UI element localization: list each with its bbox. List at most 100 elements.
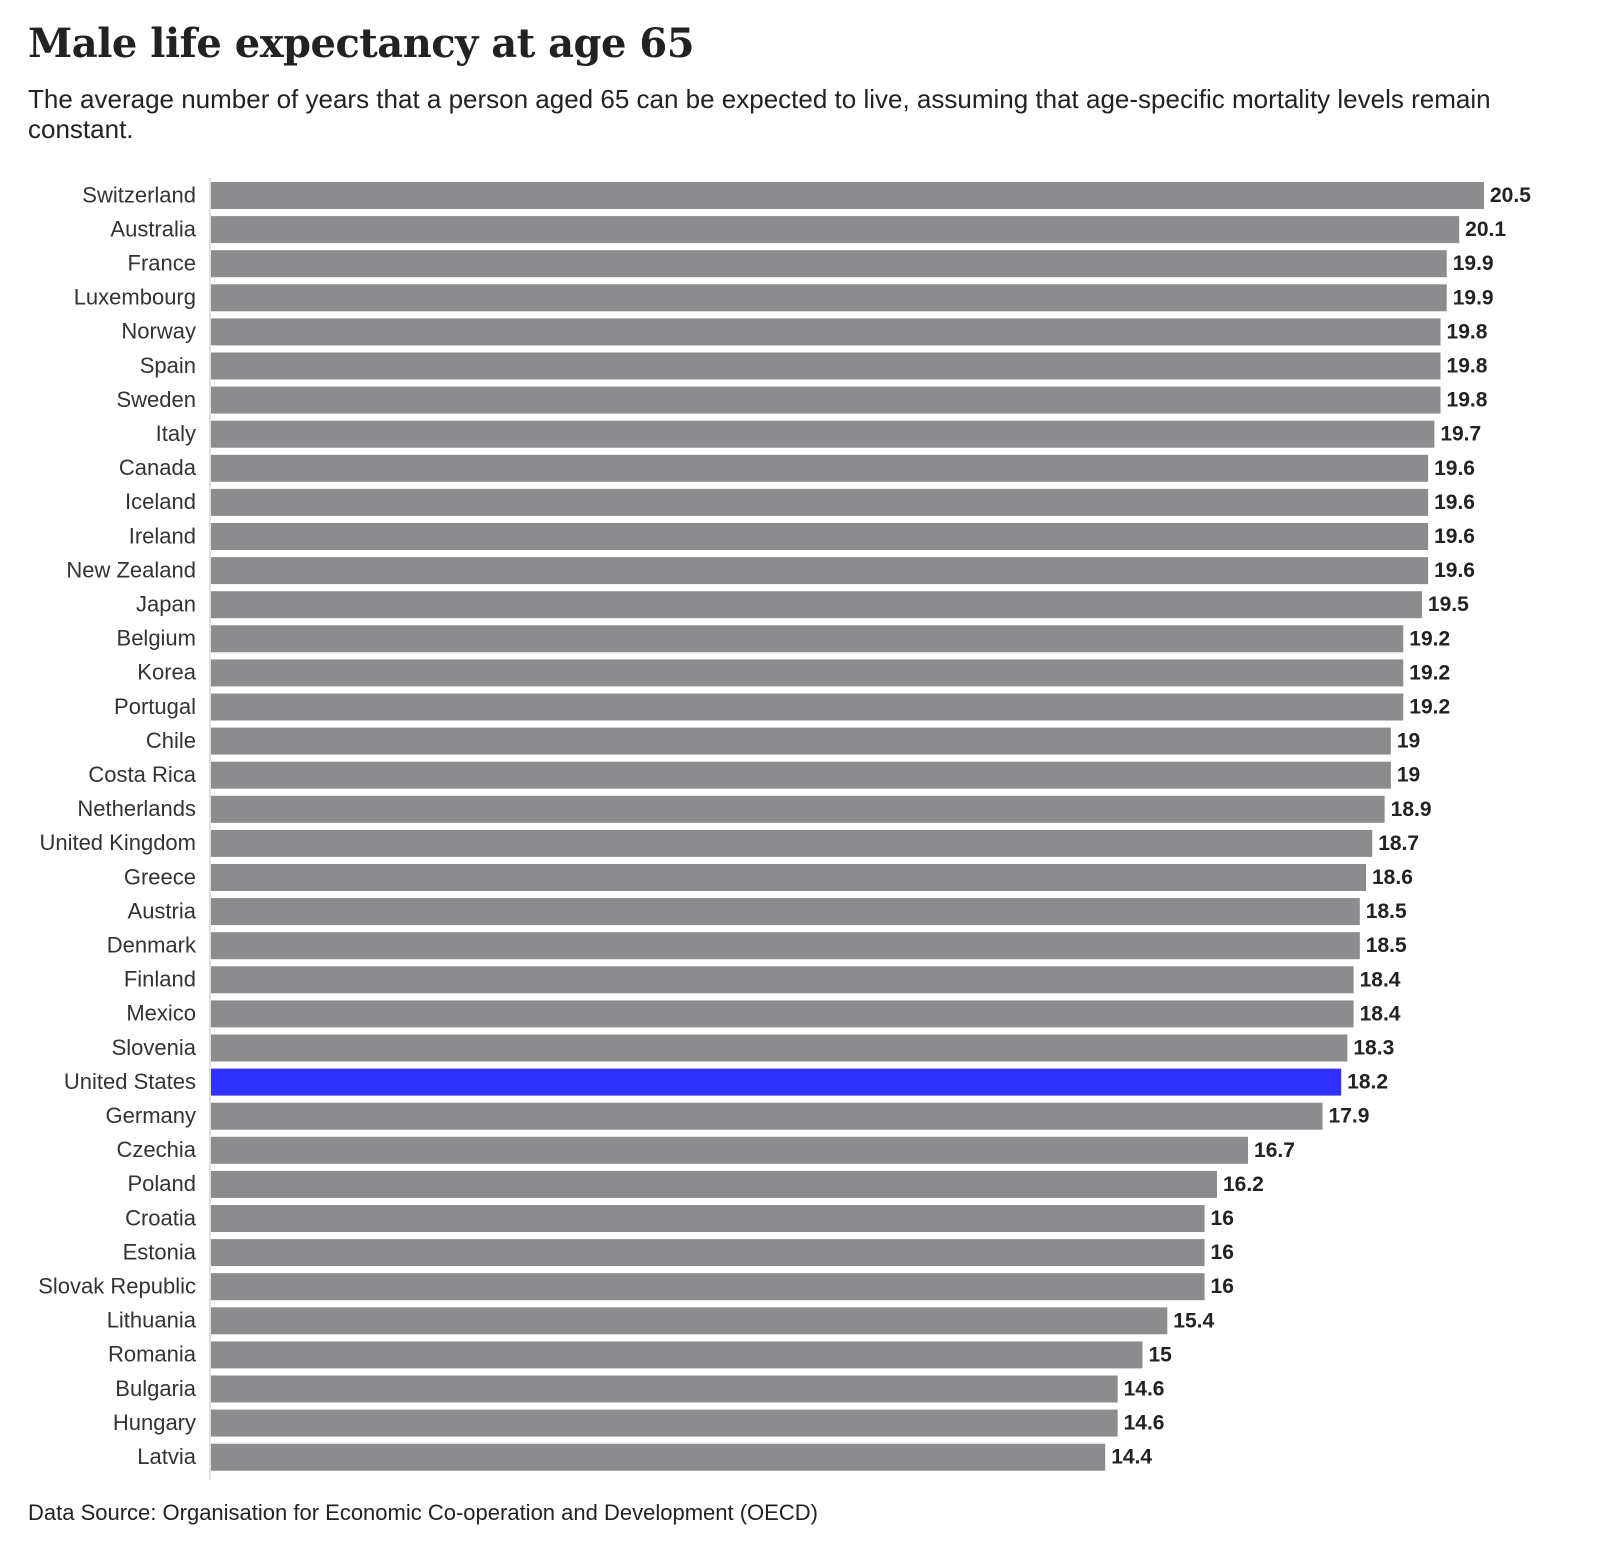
- value-label-mexico: 18.4: [1360, 1002, 1401, 1025]
- bar-latvia: [211, 1443, 1106, 1471]
- bar-united-states: [211, 1068, 1342, 1096]
- value-label-costa-rica: 19: [1397, 764, 1420, 787]
- value-label-iceland: 19.6: [1434, 491, 1475, 514]
- bar-korea: [211, 659, 1404, 687]
- bar-luxembourg: [211, 284, 1447, 312]
- category-label-france: France: [128, 251, 196, 276]
- bar-portugal: [211, 693, 1404, 721]
- category-label-united-kingdom: United Kingdom: [39, 830, 196, 855]
- value-label-united-states: 18.2: [1347, 1071, 1388, 1094]
- category-label-poland: Poland: [127, 1171, 196, 1196]
- category-label-iceland: Iceland: [125, 489, 196, 514]
- value-label-poland: 16.2: [1223, 1173, 1264, 1196]
- value-label-lithuania: 15.4: [1173, 1309, 1214, 1332]
- bar-slovak-republic: [211, 1273, 1205, 1301]
- category-label-portugal: Portugal: [114, 694, 196, 719]
- bar-norway: [211, 318, 1441, 346]
- bar-austria: [211, 898, 1360, 926]
- category-label-canada: Canada: [119, 455, 197, 480]
- value-label-spain: 19.8: [1447, 355, 1488, 378]
- category-label-belgium: Belgium: [117, 626, 196, 651]
- bar-poland: [211, 1170, 1217, 1198]
- bar-croatia: [211, 1205, 1205, 1232]
- category-label-bulgaria: Bulgaria: [115, 1376, 196, 1401]
- value-label-portugal: 19.2: [1409, 696, 1450, 719]
- bar-new-zealand: [211, 557, 1429, 585]
- value-label-italy: 19.7: [1440, 423, 1481, 446]
- bar-lithuania: [211, 1307, 1168, 1335]
- value-label-romania: 15: [1148, 1343, 1172, 1366]
- bar-sweden: [211, 386, 1441, 414]
- category-label-korea: Korea: [137, 660, 196, 685]
- category-label-australia: Australia: [110, 216, 196, 241]
- bar-mexico: [211, 1000, 1354, 1028]
- bar-netherlands: [211, 795, 1385, 823]
- category-label-romania: Romania: [108, 1342, 197, 1367]
- bar-switzerland: [211, 182, 1484, 209]
- category-label-sweden: Sweden: [116, 387, 196, 412]
- category-label-lithuania: Lithuania: [107, 1308, 197, 1333]
- category-label-hungary: Hungary: [113, 1410, 196, 1435]
- bar-spain: [211, 352, 1441, 380]
- value-label-latvia: 14.4: [1111, 1446, 1152, 1469]
- value-label-france: 19.9: [1453, 252, 1494, 275]
- value-label-sweden: 19.8: [1447, 389, 1488, 412]
- bar-japan: [211, 591, 1422, 619]
- bar-iceland: [211, 488, 1429, 516]
- bar-australia: [211, 216, 1460, 244]
- category-label-latvia: Latvia: [137, 1444, 196, 1469]
- value-label-croatia: 16: [1211, 1207, 1234, 1230]
- value-label-united-kingdom: 18.7: [1378, 832, 1419, 855]
- value-label-finland: 18.4: [1360, 968, 1401, 991]
- value-label-austria: 18.5: [1366, 900, 1407, 923]
- bar-finland: [211, 966, 1354, 994]
- chart-title: Male life expectancy at age 65: [28, 20, 695, 67]
- value-label-netherlands: 18.9: [1391, 798, 1432, 821]
- category-label-norway: Norway: [121, 319, 196, 344]
- category-label-japan: Japan: [136, 592, 196, 617]
- bar-belgium: [211, 625, 1404, 653]
- category-label-italy: Italy: [156, 421, 196, 446]
- value-label-greece: 18.6: [1372, 866, 1413, 889]
- bar-italy: [211, 420, 1435, 448]
- category-label-finland: Finland: [124, 967, 196, 992]
- value-label-denmark: 18.5: [1366, 934, 1407, 957]
- value-label-slovak-republic: 16: [1211, 1275, 1234, 1298]
- bar-ireland: [211, 523, 1429, 550]
- bar-costa-rica: [211, 761, 1391, 789]
- value-label-czechia: 16.7: [1254, 1139, 1295, 1162]
- value-label-hungary: 14.6: [1124, 1412, 1165, 1435]
- value-label-switzerland: 20.5: [1490, 184, 1531, 207]
- bar-germany: [211, 1102, 1323, 1130]
- value-label-chile: 19: [1397, 730, 1420, 753]
- category-label-slovak-republic: Slovak Republic: [38, 1274, 196, 1299]
- category-label-ireland: Ireland: [129, 523, 196, 548]
- category-label-germany: Germany: [106, 1103, 196, 1128]
- category-label-united-states: United States: [64, 1069, 196, 1094]
- value-label-bulgaria: 14.6: [1124, 1378, 1165, 1401]
- value-label-new-zealand: 19.6: [1434, 559, 1475, 582]
- bar-romania: [211, 1341, 1143, 1369]
- value-label-japan: 19.5: [1428, 593, 1469, 616]
- category-label-switzerland: Switzerland: [82, 182, 196, 207]
- bar-denmark: [211, 932, 1360, 960]
- category-label-costa-rica: Costa Rica: [88, 762, 196, 787]
- category-label-greece: Greece: [124, 864, 196, 889]
- bar-estonia: [211, 1239, 1205, 1267]
- data-source: Data Source: Organisation for Economic C…: [28, 1500, 818, 1525]
- category-label-netherlands: Netherlands: [77, 796, 196, 821]
- value-label-estonia: 16: [1211, 1241, 1234, 1264]
- bar-united-kingdom: [211, 829, 1373, 857]
- category-label-spain: Spain: [140, 353, 196, 378]
- category-label-austria: Austria: [128, 898, 197, 923]
- category-label-chile: Chile: [146, 728, 196, 753]
- category-label-estonia: Estonia: [123, 1239, 197, 1264]
- bar-czechia: [211, 1136, 1249, 1164]
- bar-chart: Switzerland 20.5 Australia 20.1 France 19.9 Lu…: [38, 178, 1531, 1480]
- value-label-norway: 19.8: [1447, 320, 1488, 343]
- bar-france: [211, 250, 1447, 278]
- value-label-australia: 20.1: [1465, 218, 1506, 241]
- chart-subtitle: The average number of years that a perso…: [28, 84, 1491, 144]
- category-label-denmark: Denmark: [107, 933, 197, 958]
- bar-chile: [211, 727, 1391, 755]
